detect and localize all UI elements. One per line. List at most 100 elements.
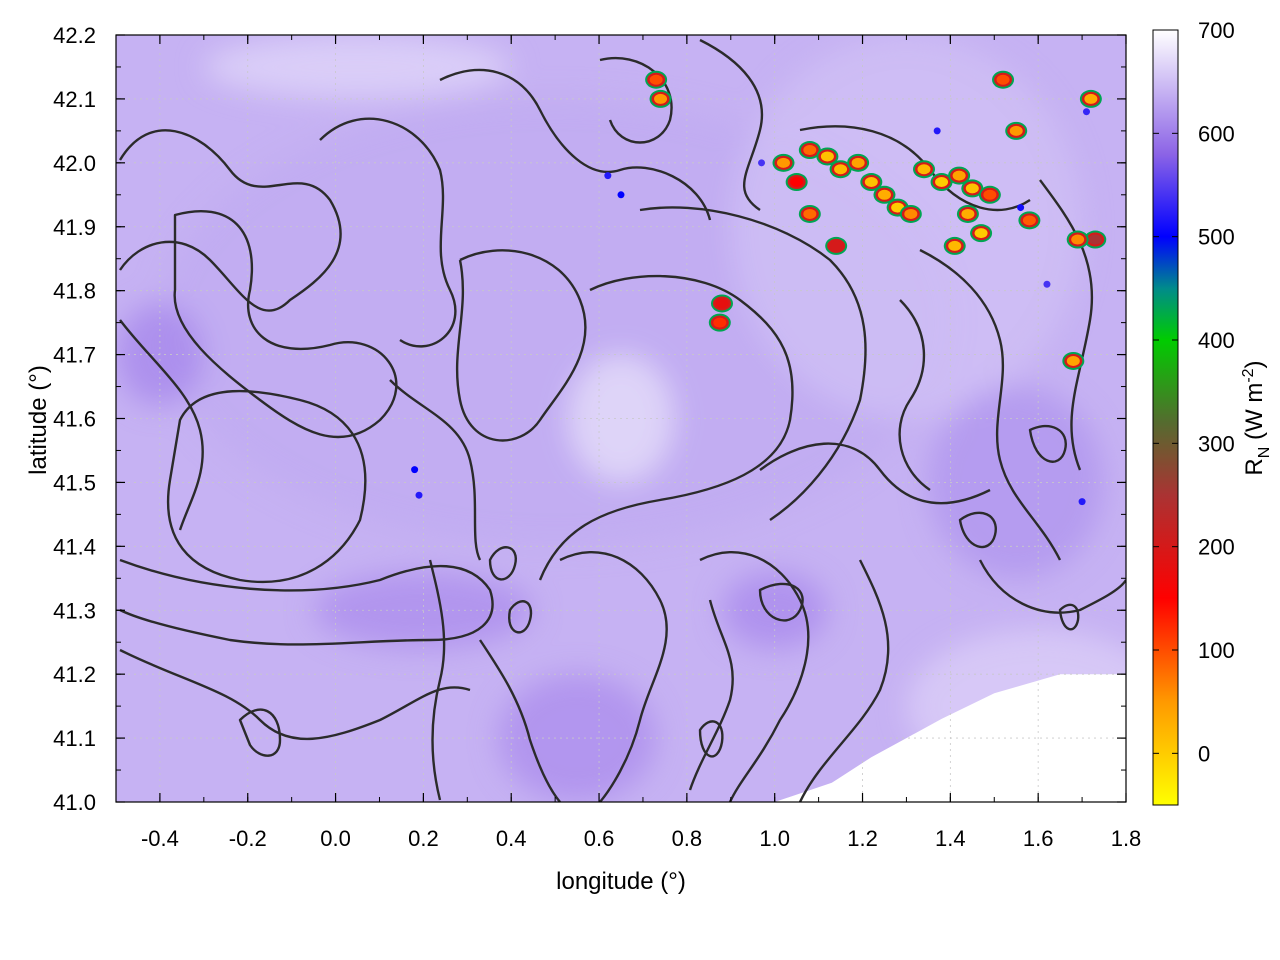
hotspots xyxy=(645,70,1107,370)
contour-line-13 xyxy=(699,38,764,211)
hotspot-6 xyxy=(917,164,931,175)
colorbar-tick-label-3: 300 xyxy=(1198,431,1235,456)
contour-line-0 xyxy=(118,129,342,312)
x-axis-tick-labels: -0.4 -0.2 0.0 0.2 0.4 0.6 0.8 1.0 1.2 1.4 1.6 1.8 xyxy=(141,826,1141,851)
colorbar-tick-label-2: 200 xyxy=(1198,535,1235,560)
contour-line-10 xyxy=(639,206,867,521)
colorbar-label-units-sup: -2 xyxy=(1240,368,1257,382)
contour-line-4 xyxy=(119,648,471,741)
contour-line-23 xyxy=(978,559,1126,614)
colorbar-tick-label-0: 0 xyxy=(1198,741,1210,766)
x-tick-label-8: 1.2 xyxy=(847,826,878,851)
cold-spot-7 xyxy=(758,159,766,167)
hotspot-21 xyxy=(649,74,663,85)
contour-line-30 xyxy=(758,582,804,622)
hotspot-23 xyxy=(1066,355,1080,366)
y-tick-label-2: 41.2 xyxy=(53,662,96,687)
x-tick-label-11: 1.8 xyxy=(1111,826,1142,851)
colorbar-label: RN (W m-2) xyxy=(1240,360,1273,475)
contour-line-16 xyxy=(919,248,1062,561)
x-tick-label-0: -0.4 xyxy=(141,826,179,851)
colorbar-tick-label-6: 600 xyxy=(1198,121,1235,146)
x-axis-ticks xyxy=(115,35,1127,802)
colorbar-label-sub: N xyxy=(1256,447,1273,459)
y-axis-label: latitude (°) xyxy=(25,365,52,475)
cold-spot-1 xyxy=(415,491,423,499)
hotspot-2 xyxy=(864,177,878,188)
hotspot-22 xyxy=(654,93,668,104)
contour-line-31 xyxy=(1028,424,1067,463)
y-tick-label-12: 42.2 xyxy=(53,23,96,48)
cold-spot-3 xyxy=(933,127,941,135)
heatmap-region-8 xyxy=(722,571,828,649)
colorbar-tick-label-1: 100 xyxy=(1198,638,1235,663)
y-axis-ticks xyxy=(116,34,1126,803)
y-tick-label-5: 41.5 xyxy=(53,470,96,495)
contour-line-22 xyxy=(428,559,446,801)
cold-spot-8 xyxy=(1082,108,1090,116)
hotspot-1 xyxy=(851,157,865,168)
x-tick-label-3: 0.2 xyxy=(408,826,439,851)
contour-line-5 xyxy=(319,117,457,348)
contour-line-25 xyxy=(898,299,931,491)
contour-line-14 xyxy=(599,56,673,144)
contour-line-1 xyxy=(173,210,398,439)
y-tick-label-8: 41.8 xyxy=(53,279,96,304)
contour-line-20 xyxy=(798,559,890,802)
contour-lines xyxy=(118,38,1126,802)
hotspot-12 xyxy=(983,189,997,200)
contour-line-28 xyxy=(508,600,533,634)
hotspot-25 xyxy=(1084,93,1098,104)
cold-spot-5 xyxy=(1078,498,1086,506)
x-tick-label-1: -0.2 xyxy=(229,826,267,851)
hotspot-7 xyxy=(935,177,949,188)
hotspot-29 xyxy=(948,240,962,251)
y-tick-label-0: 41.0 xyxy=(53,790,96,815)
hotspot-24 xyxy=(803,208,817,219)
x-tick-label-6: 0.8 xyxy=(672,826,703,851)
hotspot-19 xyxy=(715,298,729,309)
colorbar-tick-label-4: 400 xyxy=(1198,328,1235,353)
heatmap-region-4 xyxy=(498,674,657,802)
x-tick-label-10: 1.6 xyxy=(1023,826,1054,851)
contour-line-18 xyxy=(559,550,668,802)
contour-line-7 xyxy=(455,249,587,442)
y-tick-label-3: 41.3 xyxy=(53,598,96,623)
cold-spot-6 xyxy=(1043,280,1051,288)
hotspot-27 xyxy=(829,240,843,251)
y-tick-label-9: 41.9 xyxy=(53,215,96,240)
contour-line-3 xyxy=(119,558,494,646)
y-axis-tick-labels: 41.0 41.1 41.2 41.3 41.4 41.5 41.6 41.7 41.8 41.9… xyxy=(53,23,96,815)
hotspot-4 xyxy=(891,202,905,213)
hotspot-3 xyxy=(877,189,891,200)
hotspot-28 xyxy=(1022,215,1036,226)
hotspot-5 xyxy=(904,208,918,219)
cold-spot-0 xyxy=(411,466,419,474)
x-tick-label-5: 0.6 xyxy=(584,826,615,851)
hotspot-14 xyxy=(790,177,804,188)
y-tick-label-1: 41.1 xyxy=(53,726,96,751)
contour-line-2 xyxy=(166,389,367,584)
y-tick-label-7: 41.7 xyxy=(53,343,96,368)
cold-spots xyxy=(411,108,1090,506)
colorbar-gradient-bar xyxy=(1152,29,1179,806)
y-tick-label-4: 41.4 xyxy=(53,534,96,559)
hotspot-11 xyxy=(974,228,988,239)
contour-line-9 xyxy=(538,274,794,581)
cold-spot-4 xyxy=(1017,204,1025,212)
colorbar-ticks xyxy=(1153,29,1178,754)
y-tick-label-10: 42.0 xyxy=(53,151,96,176)
hotspot-9 xyxy=(965,183,979,194)
hotspot-17 xyxy=(1088,234,1102,245)
colorbar-label-units-post: ) xyxy=(1241,360,1268,368)
hotspot-18 xyxy=(1071,234,1085,245)
contour-line-6 xyxy=(439,68,712,221)
hotspot-15 xyxy=(803,145,817,156)
hotspot-20 xyxy=(713,317,727,328)
cold-spot-2 xyxy=(604,172,612,180)
contour-line-29 xyxy=(698,720,724,758)
contour-line-17 xyxy=(1039,179,1094,471)
hotspot-8 xyxy=(952,170,966,181)
contour-line-11 xyxy=(759,442,991,505)
